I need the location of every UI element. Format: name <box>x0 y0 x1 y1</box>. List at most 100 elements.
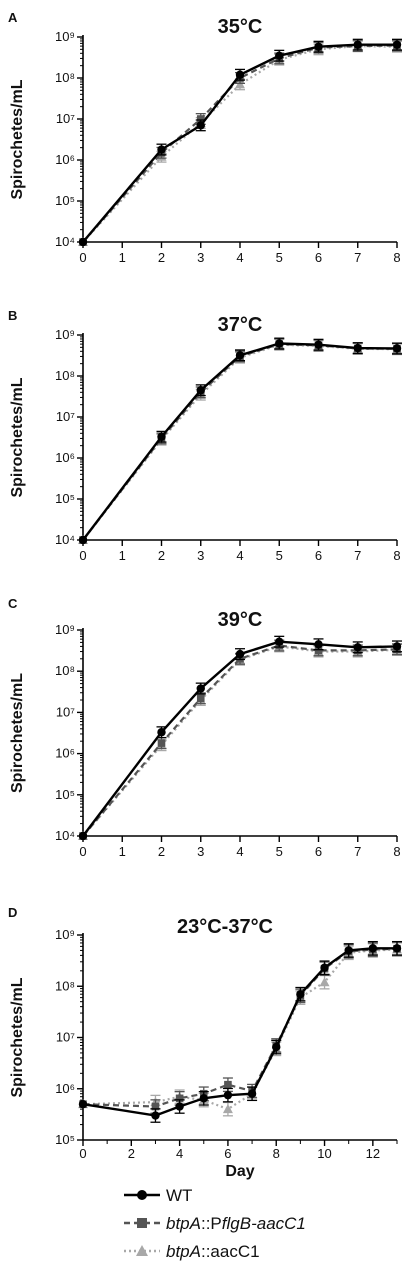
series-line-aacc1 <box>82 343 398 541</box>
series-line-flgb <box>82 644 398 837</box>
data-point-wt <box>392 642 402 651</box>
series-line-aacc1 <box>82 948 398 1111</box>
series-aacc1 <box>78 338 402 544</box>
series-line-flgb <box>82 947 398 1108</box>
legend-item-wt: WT <box>118 1183 403 1211</box>
data-point-wt <box>157 145 166 154</box>
x-axis-title: Day <box>225 1163 254 1180</box>
data-point-wt <box>235 70 245 79</box>
x-tick-label: 5 <box>276 844 283 859</box>
x-tick-label: 1 <box>119 548 126 563</box>
x-tick-label: 10 <box>317 1146 331 1161</box>
data-point-flgb <box>151 1102 160 1111</box>
panel-title: 37°C <box>218 314 263 336</box>
x-tick-label: 3 <box>197 548 204 563</box>
y-tick-label: 10⁸ <box>55 978 75 993</box>
data-point-wt <box>275 637 284 646</box>
x-tick-label: 1 <box>119 844 126 859</box>
series-aacc1 <box>78 640 402 840</box>
panel-title: 39°C <box>218 609 263 631</box>
legend-item-flgb: btpA::PflgB-aacC1 <box>118 1211 403 1239</box>
y-tick-label: 10⁴ <box>55 828 75 843</box>
y-tick-label: 10⁸ <box>55 70 75 85</box>
x-tick-label: 8 <box>393 844 400 859</box>
panel-letter: C <box>8 596 18 611</box>
data-point-wt <box>235 351 245 360</box>
data-point-wt <box>223 1090 233 1100</box>
y-tick-label: 10⁹ <box>55 927 75 942</box>
legend-label-wt: WT <box>166 1186 193 1205</box>
data-point-wt <box>392 944 402 953</box>
x-tick-label: 5 <box>276 250 283 265</box>
x-tick-label: 5 <box>276 548 283 563</box>
panel-title: 23°C-37°C <box>177 916 273 938</box>
x-tick-label: 7 <box>354 548 361 563</box>
x-tick-label: 2 <box>128 1146 135 1161</box>
legend-item-aacc1: btpA::aacC1 <box>118 1239 403 1267</box>
data-point-flgb <box>224 1080 232 1089</box>
data-point-wt <box>314 42 323 51</box>
data-point-wt <box>353 343 362 353</box>
x-tick-label: 6 <box>315 844 322 859</box>
y-tick-label: 10⁵ <box>55 1132 75 1147</box>
series-wt <box>78 940 402 1123</box>
series-wt <box>78 635 402 841</box>
legend: WT btpA::PflgB-aacC1 btpA::aacC1 <box>118 1183 403 1267</box>
y-tick-label: 10⁶ <box>55 450 75 465</box>
x-tick-label: 0 <box>79 250 86 265</box>
y-axis-title: Spirochetes/mL <box>9 79 26 199</box>
legend-label-flgb: btpA::PflgB-aacC1 <box>166 1214 306 1233</box>
y-tick-label: 10⁴ <box>55 234 75 249</box>
data-point-wt <box>392 344 402 353</box>
series-flgb <box>79 338 402 544</box>
data-point-flgb <box>314 646 323 655</box>
y-axis-title: Spirochetes/mL <box>9 977 26 1097</box>
x-tick-label: 4 <box>236 548 243 563</box>
y-tick-label: 10⁶ <box>55 152 75 167</box>
data-point-wt <box>344 946 353 955</box>
chart-panel-b: B 37°C 10⁴ 10⁵ 10⁶ 10⁷ 10⁸ 10⁹ 0 1 2 3 4 5 6 7 8 Spiroche… <box>8 308 402 563</box>
panel-letter: B <box>8 308 17 323</box>
x-tick-label: 0 <box>79 1146 86 1161</box>
x-tick-label: 2 <box>158 548 165 563</box>
x-tick-label: 6 <box>315 548 322 563</box>
series-line-wt <box>82 43 397 243</box>
data-point-wt <box>296 989 305 999</box>
series-line-aacc1 <box>82 645 398 837</box>
data-point-wt <box>272 1042 281 1052</box>
y-tick-label: 10⁶ <box>55 746 75 761</box>
y-tick-label: 10⁵ <box>55 193 75 208</box>
series-line-flgb <box>82 44 398 243</box>
series-line-wt <box>82 640 398 837</box>
x-tick-label: 0 <box>79 548 86 563</box>
data-point-wt <box>78 1099 88 1109</box>
y-tick-label: 10⁸ <box>55 368 75 383</box>
data-point-wt <box>235 649 245 659</box>
data-point-wt <box>78 535 88 545</box>
data-point-wt <box>320 963 329 972</box>
data-point-wt <box>353 40 362 49</box>
y-tick-label: 10⁹ <box>55 29 75 44</box>
x-tick-label: 0 <box>79 844 86 859</box>
x-tick-label: 8 <box>393 548 400 563</box>
series-line-wt <box>82 947 397 1117</box>
data-point-aacc1 <box>319 977 330 987</box>
y-tick-label: 10⁶ <box>55 1081 75 1096</box>
series-line-wt <box>82 342 398 541</box>
x-tick-label: 6 <box>224 1146 231 1161</box>
x-tick-label: 8 <box>273 1146 280 1161</box>
data-point-flgb <box>175 1094 184 1103</box>
data-point-wt <box>151 1111 160 1120</box>
data-point-flgb <box>196 115 205 123</box>
data-point-wt <box>199 1094 208 1103</box>
y-axis-title: Spirochetes/mL <box>9 377 26 497</box>
x-tick-label: 4 <box>236 250 243 265</box>
data-point-wt <box>157 432 166 441</box>
data-point-flgb <box>157 739 166 747</box>
data-point-wt <box>314 640 323 649</box>
x-tick-label: 4 <box>176 1146 183 1161</box>
legend-symbol-flgb <box>124 1218 160 1228</box>
y-tick-label: 10⁵ <box>55 491 75 506</box>
data-point-wt <box>247 1089 257 1098</box>
legend-symbol-wt <box>124 1190 160 1200</box>
